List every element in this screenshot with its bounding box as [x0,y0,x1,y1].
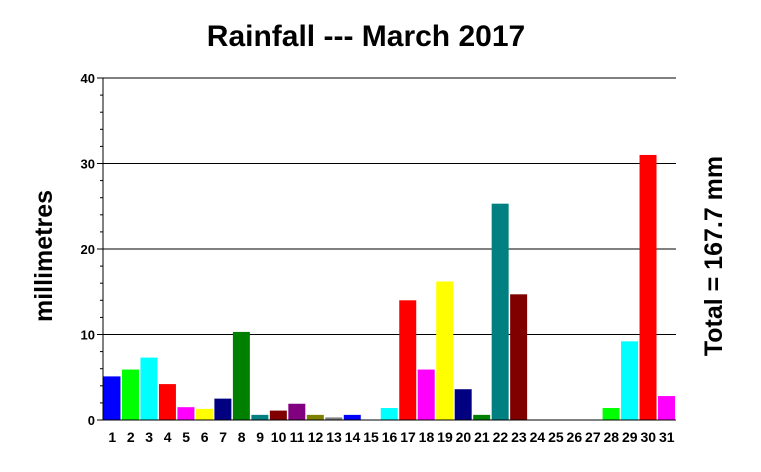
x-tick-label: 6 [201,429,209,445]
bar [251,414,269,420]
bar [214,398,232,420]
x-tick-label: 27 [585,429,601,445]
x-tick-label: 23 [511,429,527,445]
bar [658,396,675,420]
x-tick-label: 19 [437,429,453,445]
gridlines [103,77,676,335]
bar [232,331,250,420]
x-tick-label: 18 [419,429,435,445]
x-tick-label: 3 [145,429,153,445]
bar [325,417,343,420]
x-tick-label: 21 [474,429,490,445]
x-tick-label: 14 [345,429,361,445]
bar [621,341,639,420]
y-tick-label: 30 [81,157,95,172]
x-tick-label: 13 [326,429,342,445]
bar [177,407,195,420]
bar [343,414,361,420]
y-tick-label: 20 [81,242,95,257]
bar [436,281,454,420]
bar [454,389,472,420]
x-tick-label: 11 [290,429,305,445]
bars [103,154,675,420]
x-tick-label: 10 [271,429,287,445]
x-tick-label: 2 [127,429,135,445]
bar [306,414,324,420]
chart-title: Rainfall --- March 2017 [207,20,525,53]
x-tick-label: 12 [308,429,324,445]
x-tick-label: 22 [493,429,509,445]
total-annotation: Total = 167.7 mm [700,156,728,356]
bar [491,203,509,420]
bar [140,357,158,420]
bar [380,408,398,420]
x-tick-label: 24 [530,429,546,445]
x-tick-label: 30 [640,429,656,445]
x-tick-label: 26 [567,429,583,445]
x-tick-label: 20 [456,429,472,445]
bar [639,154,657,420]
x-tick-label: 8 [238,429,246,445]
bar [121,369,139,420]
x-tick-label: 9 [256,429,264,445]
bar [103,376,121,420]
axes [97,77,676,421]
y-tick-label: 40 [81,71,95,86]
x-tick-label: 4 [164,429,172,445]
x-tick-label: 28 [604,429,620,445]
bar [510,294,528,420]
bar [602,408,620,420]
y-tick-label: 10 [81,328,95,343]
bar [473,414,491,420]
bar [158,384,176,420]
bar [269,410,287,420]
bar [399,300,417,420]
bar [417,369,435,420]
x-tick-label: 1 [108,429,116,445]
x-tick-label: 16 [382,429,398,445]
bar [288,403,306,420]
x-tick-label: 31 [659,429,675,445]
x-tick-label: 5 [182,429,190,445]
x-tick-label: 17 [400,429,416,445]
bar [195,408,213,420]
x-tick-label: 29 [622,429,638,445]
x-tick-label: 25 [548,429,564,445]
y-tick-label: 0 [88,413,95,428]
y-axis-label: millimetres [30,190,58,322]
x-tick-label: 7 [219,429,227,445]
x-tick-label: 15 [363,429,379,445]
